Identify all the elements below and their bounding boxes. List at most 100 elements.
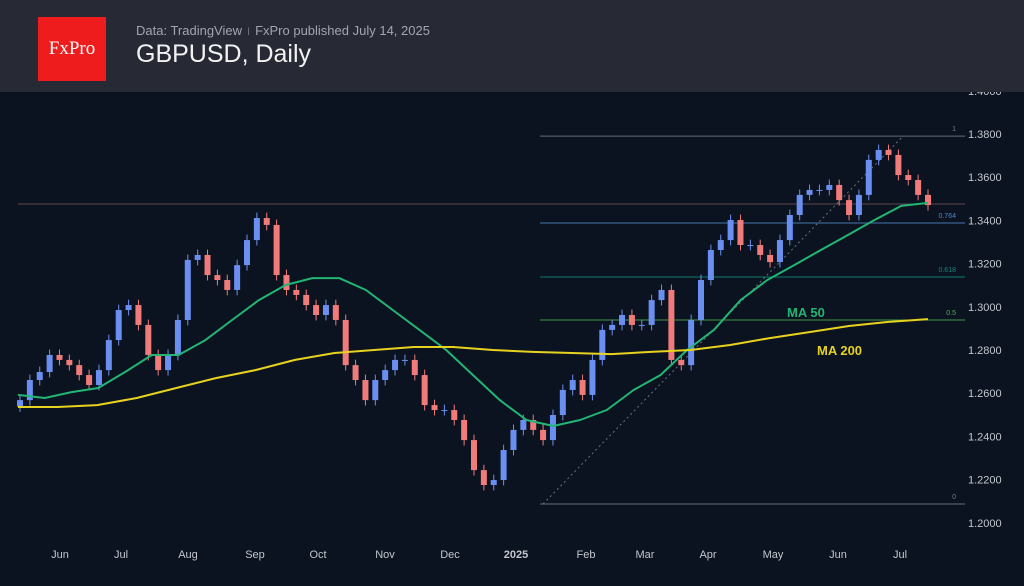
candle-body — [678, 359, 685, 366]
candle — [461, 414, 468, 446]
candle — [668, 284, 675, 366]
candle — [875, 144, 882, 166]
candle — [688, 314, 695, 371]
candle — [86, 369, 93, 391]
ma50-label: MA 50 — [787, 305, 825, 320]
candle-body — [382, 370, 389, 381]
candle — [352, 359, 359, 386]
candle-body — [26, 380, 33, 401]
candle-body — [372, 380, 379, 401]
subtitle: Data: TradingView I FxPro published July 1… — [136, 23, 430, 38]
candle-body — [520, 419, 527, 430]
candle-body — [135, 305, 142, 325]
candle — [332, 299, 339, 326]
fib-level-label: 0.5 — [946, 310, 956, 317]
candle — [767, 249, 774, 268]
candle — [776, 234, 783, 268]
candle — [865, 154, 872, 201]
candle-body — [273, 224, 280, 276]
candles — [17, 144, 931, 491]
candle-body — [540, 429, 547, 441]
candle-body — [776, 240, 783, 263]
x-tick-label: 2025 — [504, 549, 528, 561]
page-title: GBPUSD, Daily — [136, 40, 312, 68]
candle — [836, 179, 843, 206]
candle-body — [717, 240, 724, 250]
candle — [638, 319, 645, 331]
candle — [303, 289, 310, 311]
separator: I — [247, 26, 251, 38]
candle — [747, 239, 754, 251]
candle-body — [806, 189, 813, 195]
candle-body — [915, 180, 922, 195]
x-tick-label: Nov — [375, 549, 395, 561]
candle-body — [480, 470, 487, 485]
candle-body — [36, 372, 43, 381]
candle — [796, 189, 803, 221]
candle-body — [441, 410, 448, 412]
candle-body — [322, 305, 329, 316]
candle-body — [885, 149, 892, 155]
candle — [490, 474, 497, 491]
candle — [421, 369, 428, 411]
candle-body — [392, 359, 399, 371]
candle-body — [283, 275, 290, 290]
candle-body — [905, 175, 912, 181]
candle — [165, 349, 172, 376]
candle — [293, 284, 300, 301]
candle-body — [786, 215, 793, 241]
candle-body — [599, 329, 606, 360]
candle-body — [204, 254, 211, 276]
candle-body — [668, 289, 675, 360]
x-tick-label: Apr — [699, 549, 716, 561]
candle-body — [46, 354, 53, 373]
candle-body — [638, 324, 645, 326]
candle-body — [549, 415, 556, 441]
candle-body — [490, 480, 497, 485]
candle-body — [303, 294, 310, 306]
y-tick-label: 1.2800 — [968, 345, 1002, 357]
candle — [579, 374, 586, 401]
candle — [95, 364, 102, 391]
candle — [589, 354, 596, 401]
candle-body — [500, 450, 507, 481]
candle-body — [510, 429, 517, 451]
candle — [786, 209, 793, 246]
candle — [155, 349, 162, 376]
candle — [540, 424, 547, 446]
candle — [806, 184, 813, 201]
candle — [125, 299, 132, 316]
x-tick-label: Jun — [829, 549, 847, 561]
candle — [194, 249, 201, 266]
candle — [658, 284, 665, 306]
candle-body — [461, 419, 468, 441]
candle — [135, 299, 142, 331]
candle-body — [76, 365, 83, 376]
candle — [698, 274, 704, 326]
candle-body — [609, 324, 616, 330]
candle-body — [421, 375, 428, 406]
candle-body — [865, 159, 872, 195]
ma200-label: MA 200 — [817, 343, 862, 358]
candle-body — [145, 324, 152, 355]
candle-body — [628, 315, 635, 325]
candle — [569, 374, 576, 396]
candle-body — [757, 245, 764, 255]
candle-body — [244, 240, 250, 266]
y-tick-label: 1.2400 — [968, 431, 1002, 443]
candle-body — [579, 380, 586, 395]
candle — [36, 366, 43, 386]
candle — [925, 189, 931, 211]
y-tick-label: 1.2600 — [968, 388, 1002, 400]
y-tick-label: 1.2000 — [968, 518, 1002, 530]
candle — [392, 354, 399, 376]
candle — [214, 269, 221, 286]
y-tick-label: 1.3800 — [968, 129, 1002, 141]
candle — [915, 174, 922, 201]
candle — [342, 314, 349, 371]
candle-body — [313, 305, 320, 316]
x-tick-label: Mar — [636, 549, 655, 561]
candle-body — [234, 265, 241, 290]
candle — [559, 384, 566, 421]
candle — [895, 149, 902, 181]
